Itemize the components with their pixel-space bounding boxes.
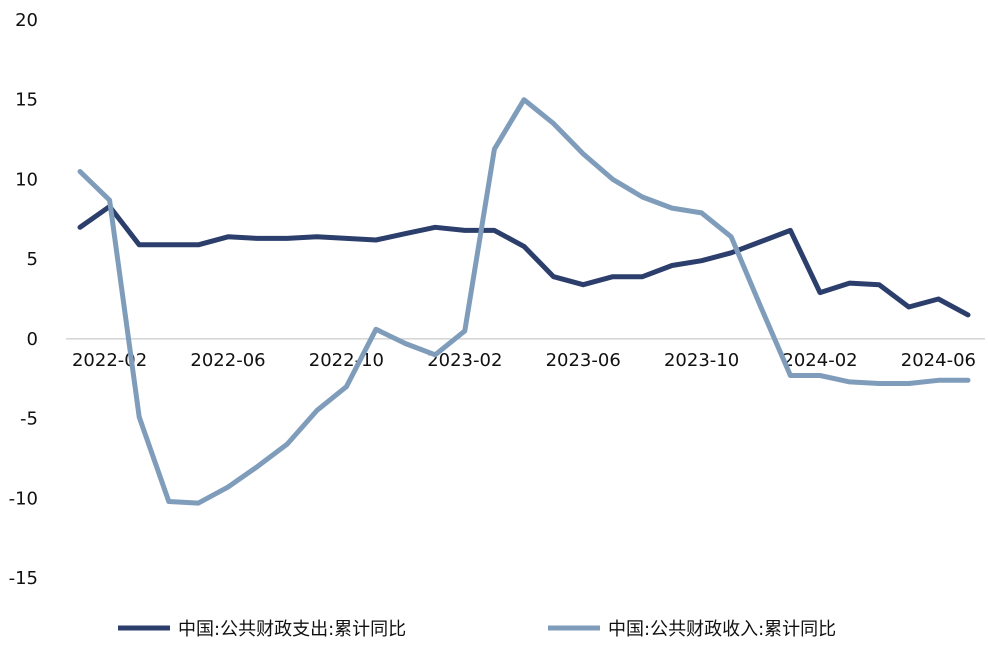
legend-label-2: 中国:公共财政收入:累计同比 — [608, 619, 836, 640]
y-tick-label: 20 — [15, 10, 38, 31]
series-line-2 — [77, 97, 971, 506]
x-tick-label: 2022-06 — [190, 350, 265, 371]
y-tick-label: 0 — [27, 329, 38, 350]
legend: 中国:公共财政支出:累计同比 中国:公共财政收入:累计同比 — [118, 619, 836, 640]
x-tick-label: 2023-02 — [427, 350, 502, 371]
x-tick-label: 2022-02 — [72, 350, 147, 371]
y-tick-label: 5 — [27, 249, 38, 270]
y-tick-label: -15 — [9, 568, 38, 589]
x-tick-label: 2024-06 — [901, 350, 976, 371]
x-tick-label: 2022-10 — [309, 350, 384, 371]
y-tick-label: 10 — [15, 169, 38, 190]
x-tick-label: 2024-02 — [782, 350, 857, 371]
x-tick-label: 2023-10 — [664, 350, 739, 371]
x-axis-tick-labels: 2022-02 2022-06 2022-10 2023-02 2023-06 2023-… — [72, 350, 976, 371]
y-tick-label: -5 — [20, 409, 38, 430]
series-lines — [77, 97, 971, 506]
series-line-1 — [77, 204, 971, 318]
legend-label-1: 中国:公共财政支出:累计同比 — [178, 619, 406, 640]
y-axis-tick-labels: 20 15 10 5 0 -5 -10 -15 — [9, 10, 38, 589]
y-tick-label: 15 — [15, 90, 38, 111]
x-tick-label: 2023-06 — [546, 350, 621, 371]
y-tick-label: -10 — [9, 488, 38, 509]
